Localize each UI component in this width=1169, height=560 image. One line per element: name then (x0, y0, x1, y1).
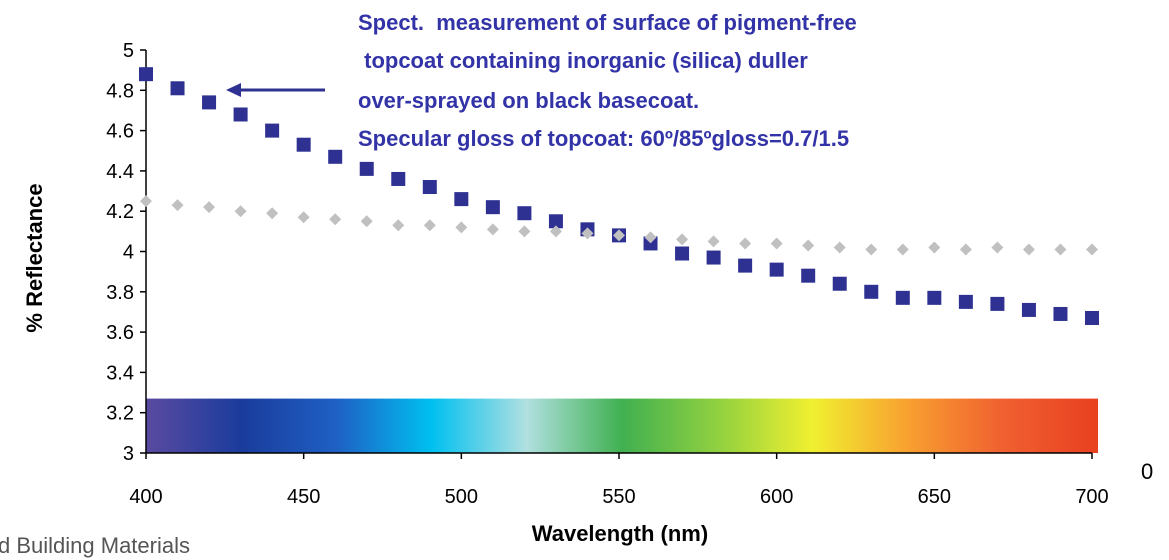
data-point-square (296, 137, 311, 152)
data-point-diamond (991, 241, 1004, 254)
data-point-square (1085, 310, 1099, 325)
annotation-line-1: Spect. measurement of surface of pigment… (358, 10, 857, 35)
y-tick-labels: 3 3.2 3.4 3.6 3.8 4 4.2 4.4 4.6 4.8 5 (106, 40, 134, 465)
data-point-square (958, 294, 973, 309)
data-point-square (517, 206, 532, 221)
data-point-square (706, 250, 721, 265)
data-point-diamond (770, 237, 783, 250)
data-point-diamond (140, 195, 152, 208)
data-point-square (990, 296, 1005, 311)
data-point-diamond (455, 221, 468, 234)
data-point-diamond (518, 225, 531, 238)
data-point-diamond (203, 201, 216, 214)
data-point-square (139, 67, 153, 82)
x-tick-label: 650 (918, 486, 951, 508)
data-point-diamond (707, 235, 720, 248)
y-tick-label: 4.8 (106, 80, 134, 102)
y-axis-title: % Reflectance (22, 183, 47, 332)
y-tick-label: 3.6 (106, 322, 134, 344)
data-point-square (359, 161, 374, 176)
data-point-square (895, 290, 910, 305)
x-tick-label: 550 (602, 486, 635, 508)
data-point-square (832, 276, 847, 291)
data-point-square (454, 192, 469, 207)
data-point-diamond (234, 205, 247, 218)
data-point-diamond (581, 227, 594, 240)
x-tick-labels: 400 450 500 550 600 650 700 (129, 486, 1108, 508)
data-point-diamond (171, 199, 184, 212)
data-point-diamond (833, 241, 846, 254)
data-series (139, 67, 1099, 325)
x-axis-title: Wavelength (nm) (532, 521, 708, 546)
data-point-diamond (1086, 243, 1098, 256)
data-point-diamond (360, 215, 373, 228)
data-point-diamond (896, 243, 909, 256)
data-point-square (265, 123, 280, 138)
data-point-diamond (486, 223, 499, 236)
data-point-square (675, 246, 690, 261)
data-point-square (1021, 302, 1036, 317)
data-point-square (422, 180, 437, 195)
data-point-square (233, 107, 248, 122)
data-point-diamond (1022, 243, 1035, 256)
data-point-square (391, 171, 406, 186)
y-tick-label: 4.4 (106, 161, 134, 183)
annotation-line-4: Specular gloss of topcoat: 60º/85ºgloss=… (358, 126, 849, 151)
data-point-diamond (549, 225, 562, 238)
data-point-square (548, 214, 563, 229)
y-tick-label: 5 (123, 40, 134, 62)
data-point-diamond (865, 243, 878, 256)
y-tick-label: 4.2 (106, 201, 134, 223)
data-point-diamond (423, 219, 436, 232)
x-tick-label: 600 (760, 486, 793, 508)
series-2 (140, 195, 1098, 256)
annotation-text: Spect. measurement of surface of pigment… (358, 10, 857, 151)
arrow-head (226, 83, 241, 97)
data-point-diamond (297, 211, 310, 224)
data-point-square (927, 290, 942, 305)
data-point-diamond (329, 213, 342, 226)
data-point-square (328, 149, 343, 164)
data-point-diamond (613, 229, 625, 242)
annotation-arrow (226, 83, 325, 97)
data-point-square (801, 268, 816, 283)
x-tick-label: 400 (129, 486, 162, 508)
data-point-diamond (928, 241, 941, 254)
data-point-square (202, 95, 217, 110)
data-point-diamond (739, 237, 752, 250)
y-tick-label: 3.2 (106, 403, 134, 425)
data-point-diamond (676, 233, 689, 246)
data-point-diamond (802, 239, 815, 252)
data-point-diamond (392, 219, 405, 232)
y-tick-label: 3.8 (106, 282, 134, 304)
data-point-square (485, 200, 500, 215)
data-point-square (170, 81, 185, 96)
y-tick-label: 3 (123, 443, 134, 465)
y-tick-label: 3.4 (106, 362, 134, 384)
x-tick-label: 500 (445, 486, 478, 508)
data-point-square (864, 284, 879, 299)
annotation-line-3: over-sprayed on black basecoat. (358, 88, 699, 113)
data-point-diamond (266, 207, 279, 220)
data-point-diamond (1054, 243, 1067, 256)
axes (140, 49, 1093, 459)
annotation-line-2: topcoat containing inorganic (silica) du… (358, 48, 808, 73)
data-point-square (769, 262, 784, 277)
x-tick-label: 450 (287, 486, 320, 508)
y-tick-label: 4 (123, 242, 134, 264)
data-point-diamond (959, 243, 972, 256)
y-tick-label: 4.6 (106, 121, 134, 143)
data-point-diamond (644, 231, 657, 244)
data-point-square (1053, 306, 1068, 321)
data-point-square (643, 236, 658, 251)
x-tick-label: 700 (1075, 486, 1108, 508)
footer-fragment: d Building Materials (0, 533, 190, 558)
data-point-square (738, 258, 753, 273)
right-edge-label: 0 (1141, 459, 1153, 484)
visible-spectrum-band (146, 398, 1098, 453)
